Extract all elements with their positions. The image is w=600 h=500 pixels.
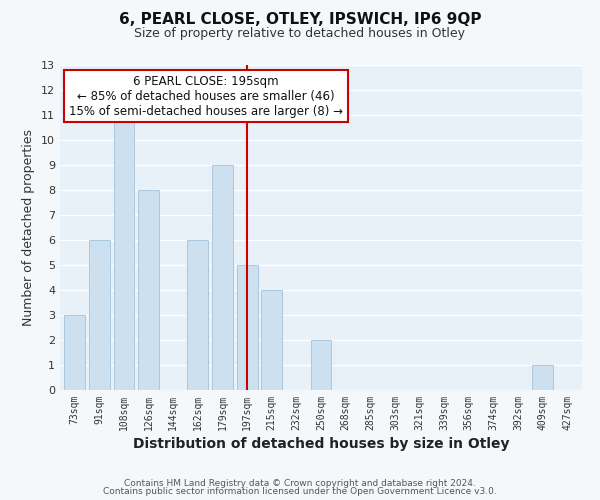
Bar <box>187 240 208 390</box>
Bar <box>64 315 85 390</box>
Text: Contains HM Land Registry data © Crown copyright and database right 2024.: Contains HM Land Registry data © Crown c… <box>124 478 476 488</box>
Bar <box>212 165 233 390</box>
Bar <box>138 190 159 390</box>
Y-axis label: Number of detached properties: Number of detached properties <box>22 129 35 326</box>
Bar <box>113 115 134 390</box>
Bar <box>261 290 282 390</box>
Bar <box>236 265 257 390</box>
Bar <box>89 240 110 390</box>
Text: Contains public sector information licensed under the Open Government Licence v3: Contains public sector information licen… <box>103 487 497 496</box>
Text: 6, PEARL CLOSE, OTLEY, IPSWICH, IP6 9QP: 6, PEARL CLOSE, OTLEY, IPSWICH, IP6 9QP <box>119 12 481 28</box>
Bar <box>311 340 331 390</box>
Text: Size of property relative to detached houses in Otley: Size of property relative to detached ho… <box>134 28 466 40</box>
Text: 6 PEARL CLOSE: 195sqm
← 85% of detached houses are smaller (46)
15% of semi-deta: 6 PEARL CLOSE: 195sqm ← 85% of detached … <box>69 74 343 118</box>
X-axis label: Distribution of detached houses by size in Otley: Distribution of detached houses by size … <box>133 437 509 451</box>
Bar <box>532 365 553 390</box>
